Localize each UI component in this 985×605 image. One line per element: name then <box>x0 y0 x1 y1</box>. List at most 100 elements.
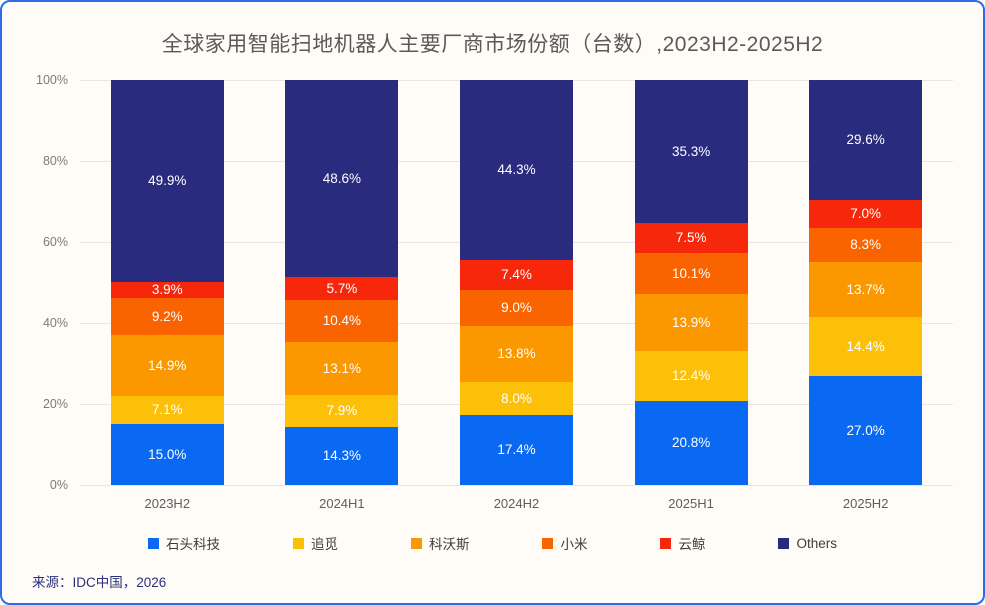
y-tick-label: 100% <box>36 73 68 87</box>
segment-石头科技: 17.4% <box>459 414 573 485</box>
segment-Others: 48.6% <box>285 80 399 277</box>
segment-云鲸: 5.7% <box>285 276 399 300</box>
legend-label: 科沃斯 <box>428 537 470 552</box>
legend-item-小米: 小米 <box>542 533 587 553</box>
gridline-0 <box>80 485 953 486</box>
y-tick-label: 80% <box>42 154 68 168</box>
segment-value-label: 49.9% <box>148 173 187 189</box>
segment-云鲸: 3.9% <box>110 282 224 298</box>
segment-小米: 10.4% <box>285 299 399 343</box>
bar-2023H2: 15.0% 7.1% 14.9% 9.2% 3.9% 49.9% <box>110 80 224 485</box>
plot-area: 15.0% 7.1% 14.9% 9.2% 3.9% 49.9% 14.3% 7.9% 13.1… <box>80 80 953 486</box>
segment-科沃斯: 13.9% <box>634 294 748 351</box>
bar-2024H1: 14.3% 7.9% 13.1% 10.4% 5.7% 48.6% <box>285 80 399 485</box>
legend-label: Others <box>796 535 837 551</box>
segment-value-label: 14.4% <box>846 338 885 354</box>
segment-Others: 49.9% <box>110 80 224 283</box>
legend-label: 石头科技 <box>165 537 220 552</box>
segment-小米: 9.0% <box>459 289 573 327</box>
x-axis-labels: 2023H2 2024H1 2024H2 2025H1 2025H2 <box>80 496 953 511</box>
segment-Others: 29.6% <box>809 80 923 200</box>
legend-swatch-icon <box>292 537 304 549</box>
segment-value-label: 48.6% <box>322 170 362 186</box>
segment-科沃斯: 13.8% <box>459 326 573 383</box>
legend-item-追觅: 追觅 <box>292 533 338 553</box>
segment-云鲸: 7.4% <box>459 259 573 290</box>
legend-swatch-icon <box>410 537 422 549</box>
x-tick-label-2024H2: 2024H2 <box>493 496 540 511</box>
bar-2025H2: 27.0% 14.4% 13.7% 8.3% 7.0% 29.6% <box>809 80 923 485</box>
segment-小米: 8.3% <box>809 228 923 262</box>
segment-value-label: 13.8% <box>497 346 536 362</box>
segment-追觅: 12.4% <box>634 350 748 401</box>
segment-小米: 10.1% <box>634 253 748 295</box>
legend-label: 云鲸 <box>678 537 706 552</box>
segment-value-label: 27.0% <box>846 422 885 438</box>
legend-item-石头科技: 石头科技 <box>147 533 220 553</box>
segment-云鲸: 7.5% <box>634 223 748 254</box>
segment-value-label: 9.0% <box>501 300 532 316</box>
segment-value-label: 7.4% <box>501 267 532 283</box>
segment-value-label: 14.3% <box>322 448 362 464</box>
chart-title: 全球家用智能扫地机器人主要厂商市场份额（台数）,2023H2-2025H2 <box>161 33 824 56</box>
bar-2024H2: 17.4% 8.0% 13.8% 9.0% 7.4% 44.3% <box>459 80 573 485</box>
y-tick-label: 40% <box>42 316 68 330</box>
segment-石头科技: 20.8% <box>634 400 748 485</box>
y-tick-label: 0% <box>49 478 68 492</box>
segment-石头科技: 14.3% <box>285 427 399 485</box>
segment-Others: 44.3% <box>459 80 573 260</box>
segment-科沃斯: 14.9% <box>110 335 224 396</box>
legend-item-科沃斯: 科沃斯 <box>410 533 470 553</box>
segment-value-label: 3.9% <box>151 282 183 298</box>
legend-label: 追觅 <box>310 537 338 552</box>
segment-value-label: 7.5% <box>675 230 707 246</box>
segment-value-label: 10.1% <box>671 266 711 282</box>
segment-value-label: 13.1% <box>322 360 362 376</box>
legend-swatch-icon <box>147 537 159 549</box>
segment-追觅: 7.1% <box>110 395 224 425</box>
segment-追觅: 14.4% <box>809 317 923 376</box>
legend-swatch-icon <box>778 537 790 549</box>
x-tick-label-2025H2: 2025H2 <box>842 496 889 511</box>
x-tick-label-2023H2: 2023H2 <box>144 496 191 511</box>
x-tick-label-2024H1: 2024H1 <box>319 496 365 511</box>
segment-石头科技: 15.0% <box>110 424 224 485</box>
segment-value-label: 5.7% <box>326 280 358 296</box>
segment-小米: 9.2% <box>110 297 224 336</box>
segment-value-label: 7.9% <box>326 403 358 419</box>
legend: 石头科技 追觅 科沃斯 小米 云鲸 Others <box>2 533 983 553</box>
segment-value-label: 13.9% <box>671 314 711 330</box>
legend-swatch-icon <box>660 537 672 549</box>
legend-item-云鲸: 云鲸 <box>660 533 705 553</box>
segment-value-label: 10.4% <box>322 313 362 329</box>
segment-云鲸: 7.0% <box>809 199 923 229</box>
legend-item-Others: Others <box>778 536 837 551</box>
segment-value-label: 7.0% <box>850 206 882 222</box>
segment-石头科技: 27.0% <box>809 375 923 485</box>
segment-value-label: 29.6% <box>846 132 885 148</box>
legend-swatch-icon <box>542 537 554 549</box>
segment-value-label: 14.9% <box>148 357 187 373</box>
bar-2025H1: 20.8% 12.4% 13.9% 10.1% 7.5% 35.3% <box>634 80 748 485</box>
segment-value-label: 20.8% <box>671 435 711 451</box>
segment-value-label: 17.4% <box>497 442 536 458</box>
segment-value-label: 7.1% <box>151 402 183 418</box>
segment-科沃斯: 13.1% <box>285 342 399 396</box>
source-note: 来源：IDC中国，2026 <box>32 575 167 590</box>
segment-value-label: 15.0% <box>148 446 187 462</box>
x-tick-label-2025H1: 2025H1 <box>668 496 714 511</box>
y-tick-label: 20% <box>42 397 68 411</box>
segment-Others: 35.3% <box>634 80 748 223</box>
segment-value-label: 9.2% <box>151 308 183 324</box>
legend-label: 小米 <box>560 537 588 552</box>
segment-value-label: 35.3% <box>671 143 711 159</box>
y-tick-label: 60% <box>42 235 68 249</box>
segment-value-label: 13.7% <box>846 281 885 297</box>
segment-科沃斯: 13.7% <box>809 261 923 318</box>
segment-追觅: 8.0% <box>459 382 573 415</box>
segment-value-label: 8.0% <box>501 390 532 406</box>
segment-追觅: 7.9% <box>285 395 399 428</box>
segment-value-label: 12.4% <box>671 367 711 383</box>
bars-container: 15.0% 7.1% 14.9% 9.2% 3.9% 49.9% 14.3% 7.9% 13.1… <box>80 80 953 485</box>
